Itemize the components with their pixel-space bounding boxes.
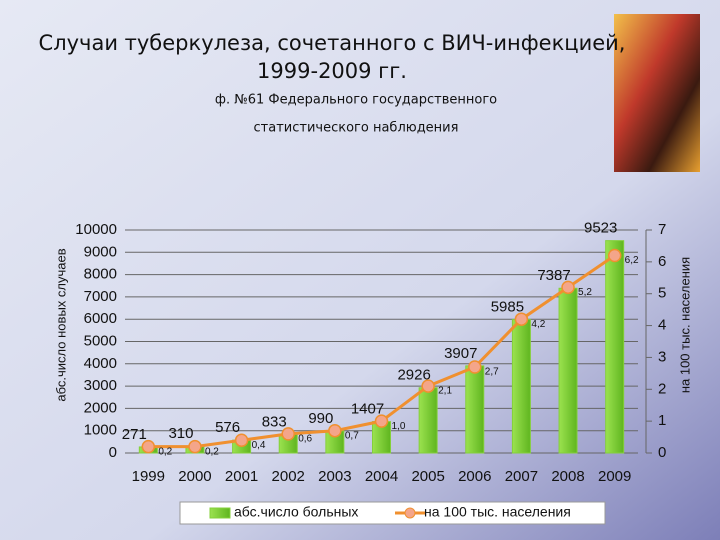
legend-label: на 100 тыс. населения [424, 504, 571, 520]
y2-tick-label: 3 [658, 348, 666, 365]
y-tick-label: 5000 [84, 332, 117, 349]
y2-tick-label: 0 [658, 444, 666, 461]
x-tick-label: 2007 [505, 468, 538, 485]
legend-label: абс.число больных [234, 504, 358, 520]
line-marker [328, 423, 342, 438]
y2-tick-label: 7 [658, 221, 666, 238]
subtitle-line: статистического наблюдения [254, 121, 459, 136]
line-value-label: 2,7 [485, 367, 499, 378]
y2-tick-label: 2 [658, 380, 666, 397]
x-tick-label: 1999 [132, 468, 165, 485]
y-tick-label: 4000 [84, 355, 117, 372]
bar-value-label: 1407 [351, 401, 384, 418]
line-marker [607, 248, 622, 263]
line-value-label: 1,0 [392, 421, 406, 432]
y-tick-label: 3000 [84, 377, 117, 394]
y2-tick-label: 5 [658, 285, 666, 302]
x-tick-label: 2002 [272, 468, 305, 485]
subtitle-line: ф. №61 Федерального государственного [215, 93, 497, 108]
bar-value-label: 271 [122, 426, 147, 443]
legend [179, 501, 606, 525]
y-tick-label: 2000 [84, 399, 117, 416]
y2-tick-label: 6 [658, 253, 666, 270]
line-value-label: 0,4 [252, 440, 266, 451]
line-value-label: 6,2 [625, 255, 639, 266]
legend-swatch [404, 507, 416, 519]
x-tick-label: 2004 [365, 468, 398, 485]
bar-value-label: 7387 [537, 267, 570, 284]
x-tick-label: 2006 [458, 468, 491, 485]
y-tick-label: 1000 [84, 422, 117, 439]
y-tick-label: 7000 [84, 288, 117, 305]
bar [465, 365, 485, 454]
bar-value-label: 2926 [397, 367, 430, 384]
bar-value-label: 576 [215, 419, 240, 436]
bar-value-label: 990 [308, 410, 333, 427]
x-tick-label: 2001 [225, 468, 258, 485]
line-marker [561, 280, 575, 295]
x-tick-label: 2000 [178, 468, 211, 485]
y-tick-label: 9000 [84, 243, 117, 260]
bar [511, 319, 531, 454]
bar [418, 387, 438, 454]
decor-image [614, 14, 700, 172]
bar [605, 240, 625, 454]
line-value-label: 2,1 [438, 386, 452, 397]
bar-value-label: 5985 [491, 299, 524, 316]
y-tick-label: 0 [109, 444, 117, 461]
line-value-label: 4,2 [531, 319, 545, 330]
y2-axis-label: на 100 тыс. населения [677, 257, 692, 393]
y-tick-label: 6000 [84, 310, 117, 327]
line-value-label: 0,2 [158, 446, 172, 457]
x-tick-label: 2008 [551, 468, 584, 485]
bar-value-label: 9523 [584, 220, 617, 237]
line-marker [468, 360, 482, 374]
y2-tick-label: 4 [658, 317, 666, 334]
y-tick-label: 8000 [84, 266, 117, 283]
y2-tick-label: 1 [658, 412, 666, 429]
line-value-label: 0,6 [298, 434, 312, 445]
legend-swatch [209, 507, 231, 519]
x-tick-label: 2009 [598, 468, 631, 485]
line-marker [141, 439, 156, 454]
y-axis-label: абс.число новых случаев [53, 248, 68, 401]
line-marker [421, 379, 435, 393]
bar-value-label: 3907 [444, 345, 477, 362]
x-tick-label: 2005 [411, 468, 444, 485]
bar-value-label: 310 [168, 425, 193, 442]
line-marker [374, 414, 389, 428]
bar [558, 287, 578, 454]
line-value-label: 5,2 [578, 287, 592, 298]
line-marker [234, 433, 249, 448]
title-line: 1999-2009 гг. [257, 59, 407, 83]
line-marker [514, 312, 529, 326]
line-marker [188, 439, 202, 454]
bar-value-label: 833 [262, 413, 287, 430]
title-line: Случаи туберкулеза, сочетанного с ВИЧ-ин… [39, 31, 626, 55]
line-value-label: 0,2 [205, 446, 219, 457]
line-value-label: 0,7 [345, 430, 359, 441]
line-marker [281, 427, 295, 441]
x-tick-label: 2003 [318, 468, 351, 485]
y-tick-label: 10000 [75, 221, 117, 238]
